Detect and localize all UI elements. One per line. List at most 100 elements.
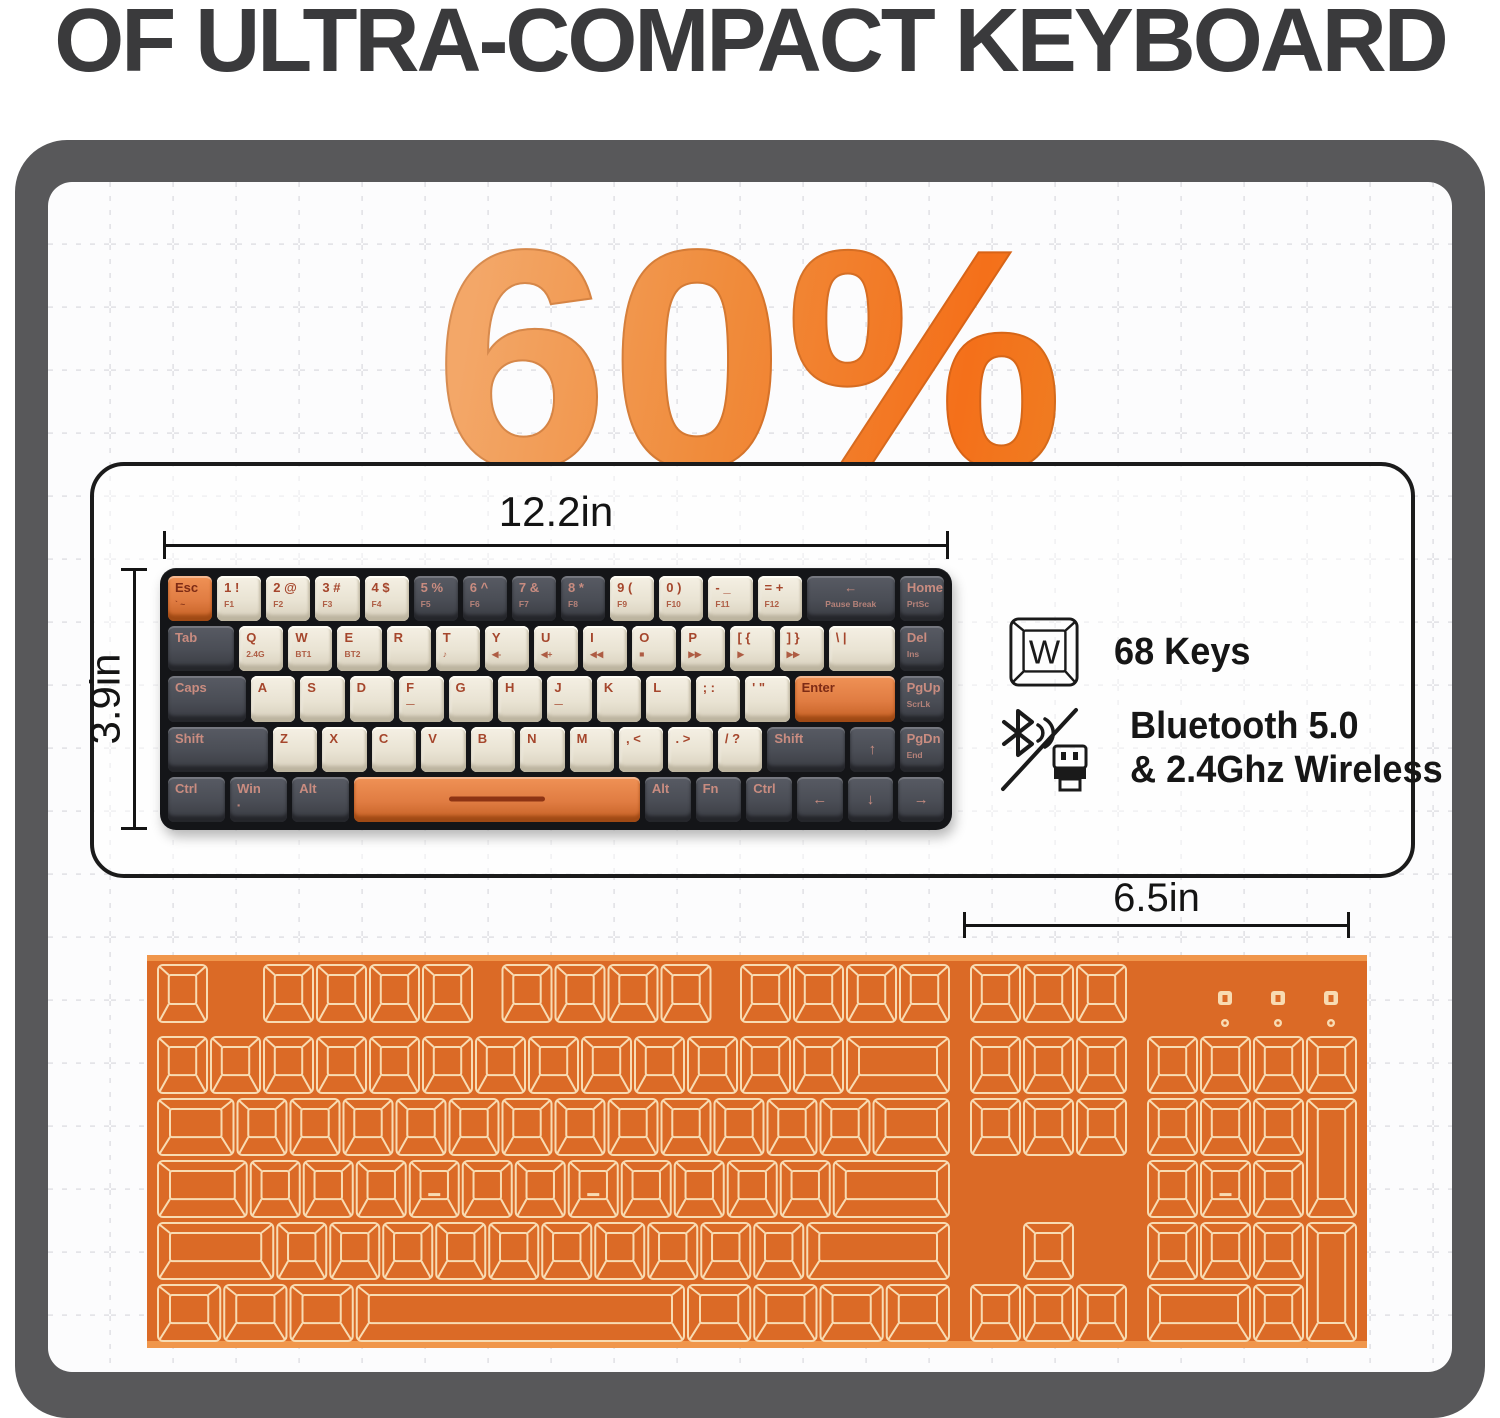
outline-key-bevel: [1078, 1038, 1125, 1092]
key-pgdn: PgDn End: [899, 726, 944, 772]
outline-key: [607, 1098, 659, 1156]
keyboard-row: Caps A S D F — G H J — K L; : ' " Enter PgUp ScrLk: [168, 676, 944, 722]
key-sublegend: F6: [469, 599, 480, 609]
key-del: Del Ins: [899, 626, 944, 672]
outline-key-top: [818, 1232, 938, 1263]
outline-key-top: [273, 1046, 304, 1077]
outline-key-top: [1086, 1108, 1117, 1139]
outline-key-bevel: [874, 1100, 948, 1154]
feature-wireless: Bluetooth 5.0 & 2.4Ghz Wireless: [996, 702, 1452, 794]
outline-key: [1253, 1160, 1304, 1218]
key-legend: = +: [764, 580, 784, 595]
hero-percent-text: 60%: [434, 238, 1065, 462]
outline-key-bevel: [689, 1286, 750, 1340]
comparison-dimension: 6.5in: [963, 876, 1350, 938]
spec-box: 12.2in 3.9in Esc ` ~1 ! F1 2 @ F2 3 # F3 4 $ F4 5…: [82, 462, 1443, 878]
outline-key-top: [790, 1170, 820, 1201]
key-legend: ←: [812, 790, 828, 808]
key-legend: X: [329, 730, 339, 746]
outline-key-bevel: [1149, 1100, 1196, 1154]
outline-key-bevel: [159, 1162, 246, 1216]
key-sublegend: ▪: [237, 799, 241, 810]
key-sym: ← Pause Break: [806, 576, 895, 622]
outline-key: [846, 964, 897, 1023]
outline-key-bevel: [609, 966, 657, 1021]
key-legend: Enter: [801, 680, 835, 696]
keyboard-row: Tab Q 2.4G W BT1 E BT2 R T ♪ Y ◀- U ◀+ I ◀◀ O ■ P ▶▶[ {▶] }…: [168, 626, 944, 672]
outline-key: [236, 1098, 288, 1156]
outline-key-bevel: [516, 1162, 564, 1216]
outline-key-bevel: [1308, 1224, 1355, 1340]
outline-key: [1253, 1098, 1304, 1156]
keycap-w-icon: W: [1009, 617, 1079, 687]
outline-key-top: [980, 1294, 1011, 1325]
outline-key-top: [858, 1046, 938, 1077]
outline-key-top: [1033, 1232, 1064, 1263]
outline-key: [970, 1036, 1021, 1094]
key-legend: 5 %: [420, 580, 444, 595]
outline-key: [766, 1098, 818, 1156]
outline-key-top: [1159, 1294, 1239, 1325]
outline-key-bevel: [742, 966, 789, 1021]
key-legend: A: [257, 680, 268, 696]
outline-key: [647, 1222, 699, 1280]
outline-key-bevel: [821, 1286, 882, 1340]
outline-key-bevel: [742, 1038, 789, 1092]
outline-key-top: [671, 1108, 701, 1139]
outline-key: [687, 1036, 738, 1094]
outline-key-top: [220, 1046, 251, 1077]
outline-key-bevel: [503, 966, 551, 1021]
outline-key-top: [565, 974, 595, 1005]
outline-key-top: [1086, 974, 1117, 1005]
key-4: 4 $ F4: [364, 576, 409, 622]
outline-key: [157, 1098, 235, 1156]
outline-key-bevel: [1308, 1100, 1355, 1216]
outline-key-top: [499, 1232, 529, 1263]
outline-key-top: [1210, 1046, 1241, 1077]
outline-key-bevel: [1202, 1100, 1249, 1154]
outline-key-bevel: [1202, 1162, 1249, 1216]
outer-frame: 60% 12.2in 3.9in Esc ` ~1 ! F1 2 @ F2 3 # F3 4 …: [15, 140, 1485, 1418]
key-legend: Del: [906, 630, 928, 646]
outline-key-bevel: [291, 1100, 339, 1154]
key-legend: Ctrl: [175, 780, 198, 796]
feature-68-keys: W 68 Keys: [1008, 616, 1258, 688]
key-legend: Home: [906, 580, 943, 595]
outline-key: [369, 1036, 420, 1094]
outline-key-bevel: [675, 1162, 723, 1216]
outline-key-bevel: [901, 966, 948, 1021]
key-alt: Alt: [292, 776, 350, 823]
outline-key-top: [353, 1108, 383, 1139]
outline-key-top: [591, 1046, 622, 1077]
key-p: P ▶▶: [681, 626, 726, 672]
outline-key-top: [980, 974, 1011, 1005]
outline-key: [634, 1036, 685, 1094]
outline-key: [970, 1284, 1021, 1342]
outline-key: [369, 964, 420, 1023]
outline-key-bevel: [1149, 1224, 1196, 1278]
outline-key: [422, 964, 473, 1023]
outline-key-top: [618, 974, 648, 1005]
outline-key-top: [512, 974, 542, 1005]
key-g: G: [448, 676, 493, 722]
outline-key: [1200, 1160, 1251, 1218]
outline-key-bevel: [556, 966, 604, 1021]
outline-key-bevel: [728, 1162, 776, 1216]
outline-key: [1076, 1098, 1127, 1156]
outline-key-top: [167, 974, 198, 1005]
outline-key-bevel: [596, 1224, 644, 1278]
outline-key: [355, 1160, 407, 1218]
outline-key: [970, 1098, 1021, 1156]
key-1: 1 ! F1: [217, 576, 262, 622]
outline-key-top: [1263, 1170, 1294, 1201]
outline-key-top: [1263, 1046, 1294, 1077]
key-legend: 7 &: [518, 580, 540, 595]
key-sym: - _ F11: [708, 576, 753, 622]
key-sym: →: [898, 776, 944, 823]
indicator-light-dot-center: [1329, 1021, 1333, 1025]
outline-key-top: [485, 1046, 516, 1077]
outline-key-bevel: [755, 1224, 803, 1278]
outline-key: [687, 1284, 752, 1342]
outline-key-bevel: [397, 1100, 445, 1154]
outline-key-top: [565, 1108, 595, 1139]
